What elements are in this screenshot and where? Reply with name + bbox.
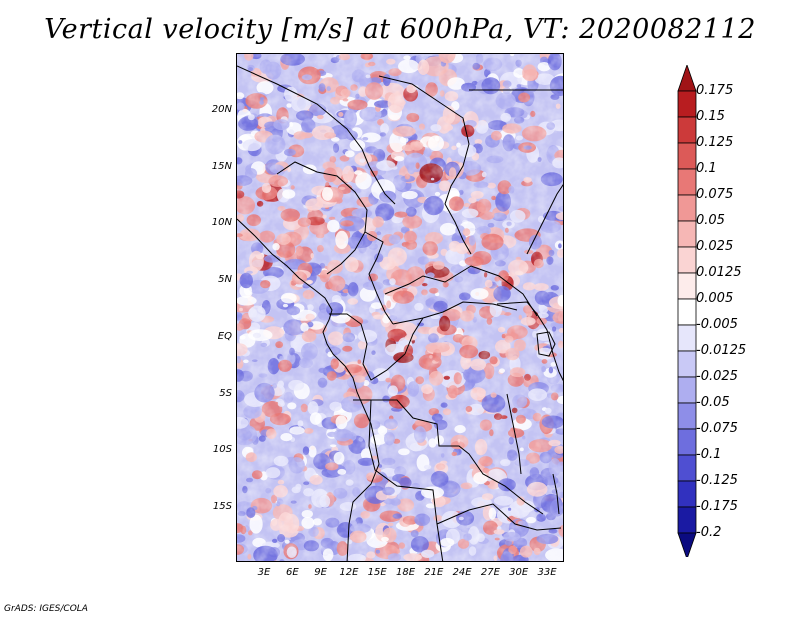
colorbar-label: -0.05: [696, 395, 730, 410]
longitude-label: 27E: [480, 567, 500, 578]
colorbar-segment: [677, 272, 697, 300]
colorbar-label: -0.075: [696, 421, 738, 436]
longitude-label: 6E: [285, 567, 299, 578]
ethiopia-border: [526, 184, 563, 255]
latitude-label: 5S: [219, 387, 232, 399]
colorbar-segment: [677, 506, 697, 534]
colorbar-label: 0.025: [696, 239, 734, 254]
colorbar-label: 0.075: [696, 187, 734, 202]
congo-border: [329, 313, 424, 381]
vertical-velocity-map: [237, 54, 563, 561]
colorbar-label: -0.125: [696, 473, 738, 488]
colorbar: [677, 65, 697, 557]
drc-north-border: [392, 301, 518, 325]
colorbar-segment: [677, 480, 697, 508]
map-panel: [236, 53, 564, 562]
longitude-label: 33E: [537, 567, 557, 578]
longitude-label: 12E: [339, 567, 359, 578]
colorbar-label: 0.0125: [696, 265, 742, 280]
longitude-label: 21E: [424, 567, 444, 578]
colorbar-segment: [677, 454, 697, 482]
latitude-label: 10N: [211, 217, 232, 229]
colorbar-label: -0.025: [696, 369, 738, 384]
field-texture: [237, 54, 563, 561]
zambia-border: [436, 503, 562, 531]
colorbar-label: 0.005: [696, 291, 734, 306]
colorbar-label: -0.175: [696, 499, 738, 514]
nigeria-border: [276, 161, 368, 275]
colorbar-segment: [677, 168, 697, 196]
colorbar-label: -0.2: [696, 525, 722, 540]
longitude-label: 24E: [452, 567, 472, 578]
east-africa-border: [496, 301, 563, 382]
colorbar-label: 0.1: [696, 161, 717, 176]
colorbar-label: 0.125: [696, 135, 734, 150]
cameroon-border: [364, 231, 394, 325]
colorbar-segment: [677, 324, 697, 352]
colorbar-segment: [677, 65, 697, 92]
longitude-label: 30E: [509, 567, 529, 578]
latitude-label: 5N: [218, 274, 232, 286]
colorbar-segment: [677, 350, 697, 378]
colorbar-segment: [677, 428, 697, 456]
colorbar-segment: [677, 402, 697, 430]
latitude-label: 20N: [211, 104, 232, 115]
sahara-border: [237, 65, 396, 205]
colorbar-label: 0.05: [696, 213, 725, 228]
colorbar-segment: [677, 298, 697, 326]
colorbar-label: -0.005: [696, 317, 738, 332]
colorbar-label: 0.175: [696, 83, 734, 98]
drc-south-border: [353, 399, 544, 515]
lake-victoria: [536, 331, 556, 357]
country-borders: [237, 65, 563, 561]
lake-tanganyika: [506, 393, 522, 475]
colorbar-label: -0.0125: [696, 343, 747, 358]
longitude-label: 9E: [314, 567, 327, 578]
colorbar-segment: [677, 532, 697, 557]
colorbar-label: 0.15: [696, 109, 725, 124]
page-title: Vertical velocity [m/s] at 600hPa, VT: 2…: [44, 14, 756, 45]
colorbar-segment: [677, 246, 697, 274]
colorbar-segment: [677, 116, 697, 144]
credit-text: GrADS: IGES/COLA: [4, 604, 88, 614]
latitude-label: 15N: [211, 160, 232, 172]
colorbar-segment: [677, 194, 697, 222]
longitude-label: 15E: [367, 567, 387, 578]
latitude-label: EQ: [217, 330, 232, 342]
colorbar-segment: [677, 376, 697, 404]
car-border: [384, 265, 538, 317]
colorbar-label: -0.1: [696, 447, 722, 462]
lake-malawi: [552, 473, 560, 515]
latitude-label: 10S: [212, 444, 232, 456]
chad-border: [378, 75, 472, 255]
colorbar-segment: [677, 142, 697, 170]
longitude-label: 3E: [257, 567, 271, 578]
colorbar-segment: [677, 90, 697, 118]
longitude-label: 18E: [395, 567, 416, 578]
latitude-label: 15S: [212, 500, 232, 512]
colorbar-segment: [677, 220, 697, 248]
